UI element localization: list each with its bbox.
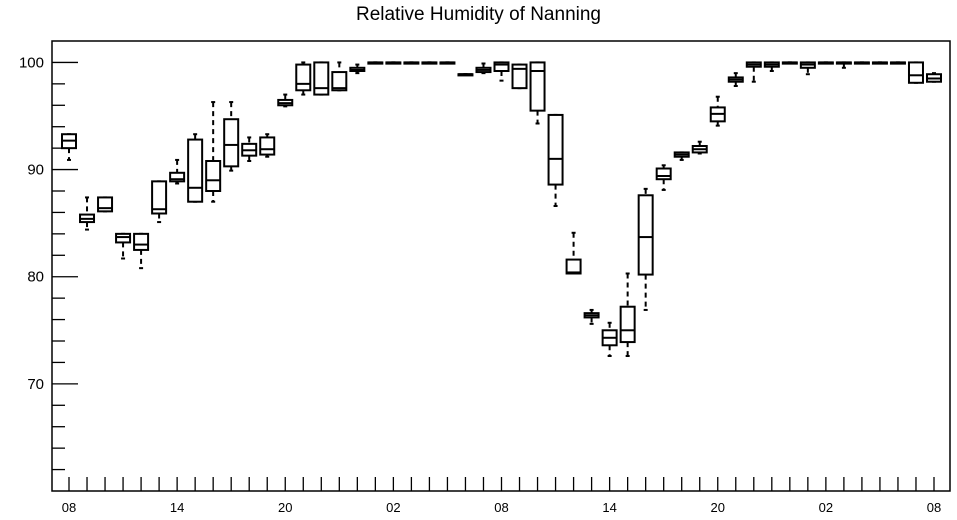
box-iqr bbox=[169, 171, 186, 183]
x-tick-label: 08 bbox=[62, 500, 76, 515]
x-tick-label: 08 bbox=[494, 500, 508, 515]
box-plot-item bbox=[187, 133, 204, 203]
box-plot-item bbox=[313, 61, 330, 96]
box-plot-item bbox=[727, 72, 744, 87]
box-plot-item bbox=[781, 61, 798, 65]
box-iqr bbox=[619, 305, 636, 344]
chart-title: Relative Humidity of Nanning bbox=[355, 4, 601, 25]
box-plot-item bbox=[115, 232, 132, 260]
box-plot-item bbox=[385, 61, 402, 65]
y-tick-label: 80 bbox=[27, 269, 44, 286]
box-plot-item bbox=[223, 101, 240, 172]
box-plot-item bbox=[511, 63, 528, 90]
box-iqr bbox=[223, 118, 240, 168]
x-tick-label: 20 bbox=[278, 500, 292, 515]
box-iqr bbox=[151, 180, 168, 215]
y-tick-label: 70 bbox=[27, 376, 44, 393]
box-plot-item bbox=[61, 133, 77, 161]
box-plot-item bbox=[403, 61, 420, 65]
box-plot-item bbox=[241, 136, 258, 162]
box-plot-item bbox=[619, 272, 636, 357]
x-tick-label: 02 bbox=[819, 500, 833, 515]
box-plot-item bbox=[871, 61, 888, 65]
box-plot-item bbox=[493, 61, 510, 82]
box-plot-item bbox=[673, 151, 690, 161]
box-plot-item bbox=[277, 93, 294, 108]
y-tick-label: 100 bbox=[19, 54, 44, 71]
box-iqr bbox=[97, 196, 114, 213]
box-plot-item bbox=[349, 63, 366, 75]
box-plot-item bbox=[835, 61, 852, 69]
box-iqr bbox=[655, 167, 672, 181]
box-plot-item bbox=[817, 61, 834, 65]
box-plot-item bbox=[529, 61, 546, 125]
box-plot-item bbox=[763, 61, 780, 72]
box-iqr bbox=[133, 232, 150, 251]
box-iqr bbox=[205, 160, 222, 192]
x-tick-label: 14 bbox=[602, 500, 616, 515]
box-plot-item bbox=[745, 61, 762, 83]
box-plot-item bbox=[565, 231, 582, 275]
x-axis: 08 14 20 02 08 14 20 02 08 bbox=[62, 477, 941, 515]
box-series bbox=[61, 61, 942, 357]
box-plot-item bbox=[475, 62, 492, 75]
box-iqr bbox=[259, 136, 276, 156]
box-plot-item bbox=[151, 180, 168, 224]
plot-frame bbox=[51, 40, 951, 492]
box-iqr bbox=[637, 194, 654, 276]
x-tick-label: 08 bbox=[927, 500, 941, 515]
box-plot-item bbox=[439, 61, 456, 65]
box-plot-item bbox=[295, 61, 312, 96]
box-plot-item bbox=[205, 101, 222, 203]
x-tick-label: 14 bbox=[170, 500, 184, 515]
box-plot-item bbox=[889, 61, 906, 65]
box-plot-item bbox=[799, 61, 816, 76]
box-plot-item bbox=[926, 72, 942, 83]
box-iqr bbox=[547, 113, 564, 186]
box-plot-item bbox=[421, 61, 438, 65]
box-iqr bbox=[331, 71, 348, 92]
box-iqr bbox=[115, 232, 132, 244]
x-tick-label: 02 bbox=[386, 500, 400, 515]
box-iqr bbox=[565, 258, 582, 275]
box-plot-item bbox=[97, 196, 114, 213]
box-plot-item bbox=[79, 196, 96, 231]
box-plot-item bbox=[259, 133, 276, 158]
x-tick-label: 20 bbox=[711, 500, 725, 515]
y-axis: 70 80 90 100 bbox=[19, 54, 78, 471]
box-plot-item bbox=[637, 187, 654, 311]
box-iqr bbox=[187, 138, 204, 203]
box-plot-item bbox=[907, 61, 924, 84]
box-iqr bbox=[511, 63, 528, 90]
box-plot-item bbox=[457, 73, 474, 77]
box-iqr bbox=[295, 63, 312, 92]
box-plot-item bbox=[331, 61, 348, 92]
box-iqr bbox=[493, 61, 510, 72]
box-plot-item bbox=[709, 95, 726, 127]
box-plot-item bbox=[133, 232, 150, 270]
box-plot-item bbox=[547, 113, 564, 207]
box-plot-item bbox=[655, 164, 672, 191]
box-plot-item bbox=[367, 61, 384, 65]
box-plot-item bbox=[583, 308, 600, 325]
box-plot-item bbox=[691, 140, 708, 155]
box-plot-item bbox=[169, 158, 186, 185]
box-iqr bbox=[529, 61, 546, 112]
y-tick-label: 90 bbox=[27, 162, 44, 179]
box-plot-item bbox=[601, 321, 618, 357]
box-iqr bbox=[313, 61, 330, 96]
box-iqr bbox=[907, 61, 924, 84]
box-plot-item bbox=[853, 61, 870, 65]
